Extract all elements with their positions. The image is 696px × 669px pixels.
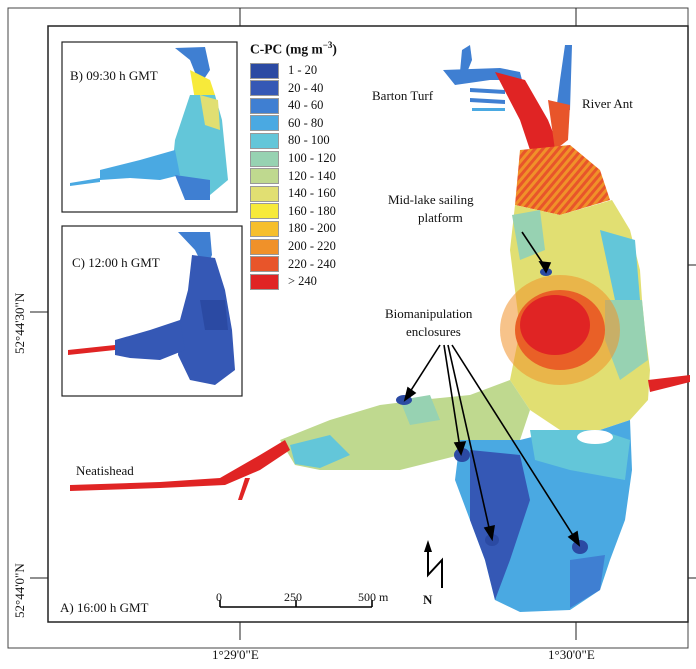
legend-swatch bbox=[250, 203, 279, 220]
legend-label: > 240 bbox=[288, 274, 317, 289]
inset-b-map bbox=[70, 47, 228, 200]
label-enclosures-1: Biomanipulation bbox=[385, 306, 473, 321]
label-platform-1: Mid-lake sailing bbox=[388, 192, 474, 207]
legend-label: 80 - 100 bbox=[288, 133, 330, 148]
legend-item: 20 - 40 bbox=[250, 80, 323, 97]
panel-a-label: A) 16:00 h GMT bbox=[60, 600, 149, 615]
legend-label: 120 - 140 bbox=[288, 168, 336, 183]
legend-swatch bbox=[250, 115, 279, 132]
north-arrow-icon bbox=[424, 540, 443, 588]
legend-item: > 240 bbox=[250, 273, 317, 290]
legend-swatch bbox=[250, 185, 279, 202]
scale-bar bbox=[219, 600, 373, 608]
lon-label-2: 1°30'0"E bbox=[548, 647, 595, 662]
scale-label-250: 250 bbox=[284, 590, 302, 604]
legend-swatch bbox=[250, 273, 279, 290]
legend-label: 20 - 40 bbox=[288, 80, 324, 95]
inset-c-map bbox=[68, 232, 235, 385]
legend-label: 1 - 20 bbox=[288, 63, 318, 77]
legend-swatch bbox=[250, 132, 279, 149]
legend-item: 60 - 80 bbox=[250, 115, 323, 132]
label-river-ant: River Ant bbox=[582, 96, 633, 111]
legend-item: 220 - 240 bbox=[250, 256, 336, 273]
legend-label: 160 - 180 bbox=[288, 203, 336, 218]
legend-title: C-PC (mg m−3) bbox=[250, 40, 337, 57]
map-border bbox=[47, 25, 689, 623]
legend-item: 140 - 160 bbox=[250, 185, 336, 202]
legend-swatch bbox=[250, 97, 279, 114]
legend-item: 80 - 100 bbox=[250, 132, 330, 149]
legend-swatch bbox=[250, 80, 279, 97]
label-barton-turf: Barton Turf bbox=[372, 88, 434, 103]
legend-item: 160 - 180 bbox=[250, 203, 336, 220]
lat-label-1: 52°44'30"N bbox=[12, 292, 27, 354]
legend-label: 220 - 240 bbox=[288, 256, 336, 271]
legend-item: 180 - 200 bbox=[250, 220, 336, 237]
legend-label: 140 - 160 bbox=[288, 186, 336, 201]
legend-swatch bbox=[250, 220, 279, 237]
label-platform-2: platform bbox=[418, 210, 463, 225]
legend-label: 40 - 60 bbox=[288, 98, 324, 113]
legend-item: 100 - 120 bbox=[250, 150, 336, 167]
lat-label-2: 52°44'0"N bbox=[12, 563, 27, 618]
scale-label-500: 500 m bbox=[358, 590, 389, 604]
legend-swatch bbox=[250, 238, 279, 255]
label-enclosures-2: enclosures bbox=[406, 324, 461, 339]
legend-swatch bbox=[250, 150, 279, 167]
legend-label: 200 - 220 bbox=[288, 239, 336, 253]
legend-label: 180 - 200 bbox=[288, 221, 336, 236]
broad-map-a bbox=[70, 45, 690, 612]
panel-b-label: B) 09:30 h GMT bbox=[70, 68, 158, 83]
legend-swatch bbox=[250, 168, 279, 185]
legend-swatch bbox=[250, 256, 279, 273]
legend-item: 120 - 140 bbox=[250, 168, 336, 185]
legend-item: 40 - 60 bbox=[250, 97, 323, 114]
label-neatishead: Neatishead bbox=[76, 463, 134, 478]
north-label: N bbox=[423, 592, 433, 607]
legend-label: 100 - 120 bbox=[288, 151, 336, 165]
legend-label: 60 - 80 bbox=[288, 115, 324, 130]
scale-label-0: 0 bbox=[216, 590, 222, 604]
legend-item: 200 - 220 bbox=[250, 238, 336, 255]
legend-swatch bbox=[250, 62, 279, 79]
annotation-arrows bbox=[403, 231, 581, 547]
legend-item: 1 - 20 bbox=[250, 62, 317, 79]
lon-label-1: 1°29'0"E bbox=[212, 647, 259, 662]
panel-c-label: C) 12:00 h GMT bbox=[72, 255, 160, 270]
